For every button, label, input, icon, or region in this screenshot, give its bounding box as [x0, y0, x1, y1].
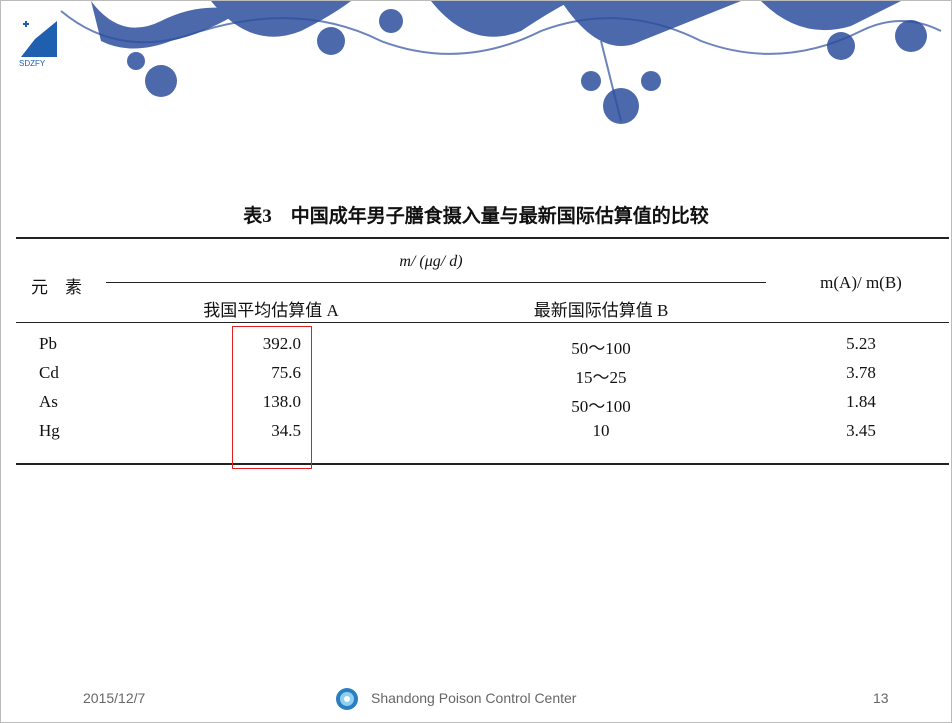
- cell-ratio: 5.23: [846, 334, 876, 353]
- footer-date: 2015/12/7: [83, 690, 146, 706]
- logo-icon: [21, 21, 57, 57]
- floral-decoration: [60, 1, 942, 124]
- highlight-box: [232, 326, 312, 469]
- cell-value-b: 15～25: [575, 368, 627, 387]
- header-sub-rule: [106, 282, 766, 283]
- header-ratio: m(A)/ m(B): [820, 273, 902, 292]
- footer-page: 13: [873, 690, 889, 706]
- footer-logo: [336, 688, 358, 710]
- cell-ratio: 3.78: [846, 363, 876, 382]
- cell-element: As: [39, 392, 58, 411]
- cell-value-a: 75.6: [271, 363, 301, 382]
- table-bottom-rule: [16, 463, 949, 465]
- header-rule: [16, 322, 949, 323]
- header-element: 元 素: [31, 278, 82, 297]
- cell-value-a: 138.0: [262, 392, 301, 411]
- cell-value-a: 34.5: [271, 421, 301, 440]
- table-top-rule: [16, 237, 949, 239]
- cell-value-b: 10: [592, 421, 610, 440]
- table-title: 表3 中国成年男子膳食摄入量与最新国际估算值的比较: [243, 206, 709, 227]
- header-col-b: 最新国际估算值 B: [533, 301, 669, 320]
- header-unit: m/ (μg/ d): [399, 253, 463, 270]
- cell-value-b: 50～100: [571, 339, 631, 358]
- cell-element: Hg: [39, 421, 60, 440]
- cell-element: Pb: [39, 334, 57, 353]
- footer-center: Shandong Poison Control Center: [371, 690, 577, 706]
- cell-ratio: 3.45: [846, 421, 876, 440]
- cell-ratio: 1.84: [846, 392, 876, 411]
- cell-value-a: 392.0: [262, 334, 301, 353]
- logo-text: SDZFY: [19, 59, 46, 68]
- cell-value-b: 50～100: [571, 397, 631, 416]
- cell-element: Cd: [39, 363, 59, 382]
- header-col-a: 我国平均估算值 A: [203, 301, 339, 320]
